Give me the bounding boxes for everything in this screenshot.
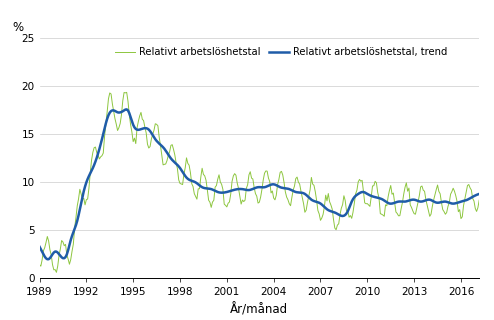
Line: Relativt arbetslöshetstal, trend: Relativt arbetslöshetstal, trend	[40, 109, 479, 259]
Y-axis label: %: %	[12, 20, 23, 34]
Relativt arbetslöshetstal	[124, 91, 129, 94]
Relativt arbetslöshetstal, trend	[476, 192, 482, 196]
Relativt arbetslöshetstal	[53, 270, 59, 274]
Relativt arbetslöshetstal, trend	[44, 257, 50, 261]
Relativt arbetslöshetstal	[340, 203, 346, 207]
Line: Relativt arbetslöshetstal: Relativt arbetslöshetstal	[40, 92, 479, 272]
Relativt arbetslöshetstal	[37, 263, 42, 267]
Relativt arbetslöshetstal	[61, 244, 67, 248]
Relativt arbetslöshetstal, trend	[123, 108, 128, 111]
Relativt arbetslöshetstal, trend	[61, 256, 67, 260]
Relativt arbetslöshetstal	[466, 183, 472, 187]
Relativt arbetslöshetstal, trend	[340, 214, 346, 218]
Relativt arbetslöshetstal, trend	[37, 245, 42, 249]
Relativt arbetslöshetstal	[134, 126, 140, 130]
Relativt arbetslöshetstal, trend	[466, 197, 472, 201]
Relativt arbetslöshetstal	[373, 181, 379, 185]
Relativt arbetslöshetstal, trend	[134, 128, 140, 132]
Relativt arbetslöshetstal	[476, 198, 482, 202]
X-axis label: År/månad: År/månad	[230, 303, 288, 316]
Relativt arbetslöshetstal	[123, 91, 128, 95]
Relativt arbetslöshetstal, trend	[373, 196, 379, 199]
Legend: Relativt arbetslöshetstal, Relativt arbetslöshetstal, trend: Relativt arbetslöshetstal, Relativt arbe…	[111, 44, 452, 61]
Relativt arbetslöshetstal, trend	[124, 108, 129, 111]
